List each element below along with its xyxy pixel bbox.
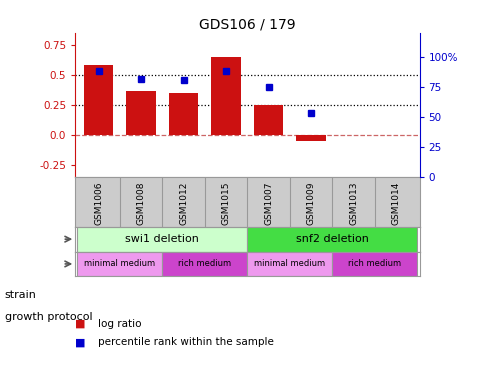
Bar <box>253 105 283 135</box>
Bar <box>168 93 198 135</box>
Text: snf2 deletion: snf2 deletion <box>295 234 368 244</box>
Text: GSM1006: GSM1006 <box>94 181 103 225</box>
Text: strain: strain <box>5 290 37 300</box>
Text: rich medium: rich medium <box>348 259 401 268</box>
Bar <box>162 251 247 276</box>
Text: GSM1014: GSM1014 <box>391 181 400 224</box>
Text: minimal medium: minimal medium <box>254 259 325 268</box>
Text: GSM1013: GSM1013 <box>348 181 357 225</box>
Bar <box>296 135 325 141</box>
Text: swi1 deletion: swi1 deletion <box>125 234 199 244</box>
Text: rich medium: rich medium <box>178 259 231 268</box>
Bar <box>332 251 417 276</box>
Bar <box>247 251 332 276</box>
Text: ■: ■ <box>75 337 86 347</box>
Text: GSM1008: GSM1008 <box>136 181 145 225</box>
Bar <box>77 227 247 251</box>
Text: GSM1012: GSM1012 <box>179 181 188 224</box>
Text: GSM1009: GSM1009 <box>306 181 315 225</box>
Title: GDS106 / 179: GDS106 / 179 <box>198 18 295 32</box>
Text: growth protocol: growth protocol <box>5 311 92 322</box>
Bar <box>77 251 162 276</box>
Bar <box>84 66 113 135</box>
Text: GSM1007: GSM1007 <box>264 181 272 225</box>
Bar <box>126 91 156 135</box>
Text: GSM1015: GSM1015 <box>221 181 230 225</box>
Text: percentile rank within the sample: percentile rank within the sample <box>98 337 274 347</box>
Bar <box>211 57 241 135</box>
Text: minimal medium: minimal medium <box>84 259 155 268</box>
Text: ■: ■ <box>75 319 86 329</box>
Text: log ratio: log ratio <box>98 319 142 329</box>
Bar <box>247 227 417 251</box>
